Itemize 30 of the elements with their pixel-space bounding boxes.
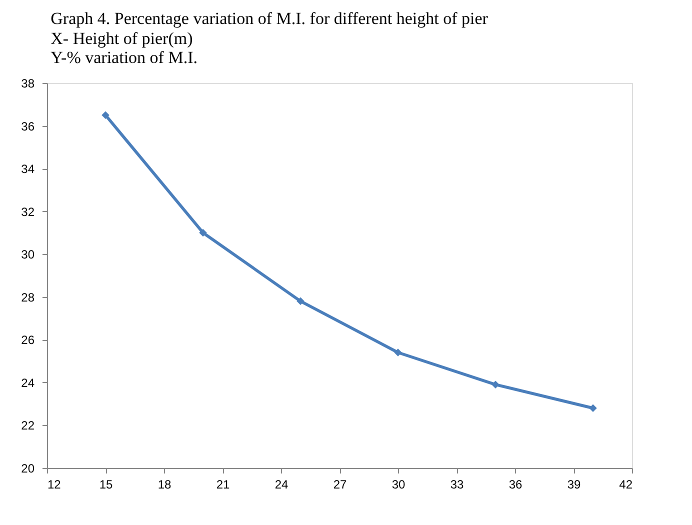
- y-tick-label: 38: [21, 76, 35, 90]
- x-tick-label: 24: [274, 478, 288, 492]
- x-tick-label: 30: [392, 478, 406, 492]
- chart-title: Graph 4. Percentage variation of M.I. for different height of pier: [50, 9, 488, 28]
- y-tick-label: 24: [21, 376, 35, 390]
- point: [394, 348, 402, 356]
- y-tick-label: 32: [21, 204, 35, 219]
- x-tick-label: 27: [333, 478, 347, 492]
- y-tick-label: 36: [21, 119, 35, 134]
- y-tick-label: 26: [21, 333, 35, 348]
- x-tick-label: 21: [216, 478, 230, 492]
- y-tick-label: 34: [21, 162, 35, 176]
- point: [589, 404, 597, 412]
- y-tick-label: 20: [21, 462, 35, 476]
- point: [199, 228, 207, 237]
- x-tick-label: 15: [99, 478, 113, 492]
- x-tick-label: 18: [158, 478, 172, 492]
- point: [296, 297, 304, 306]
- x-axis-title: X- Height of pier(m): [50, 29, 193, 48]
- y-tick-label: 28: [21, 290, 35, 304]
- x-tick-label: 36: [508, 478, 522, 492]
- y-tick-label: 30: [21, 248, 35, 262]
- y-tick-label: 22: [21, 418, 35, 433]
- x-tick-label: 33: [450, 478, 464, 492]
- x-tick-label: 42: [619, 478, 633, 492]
- x-tick-label: 39: [567, 478, 581, 492]
- x-tick-label: 12: [48, 478, 62, 492]
- point: [102, 111, 110, 119]
- y-axis-title: Y-% variation of M.I.: [50, 48, 198, 67]
- point: [492, 380, 500, 388]
